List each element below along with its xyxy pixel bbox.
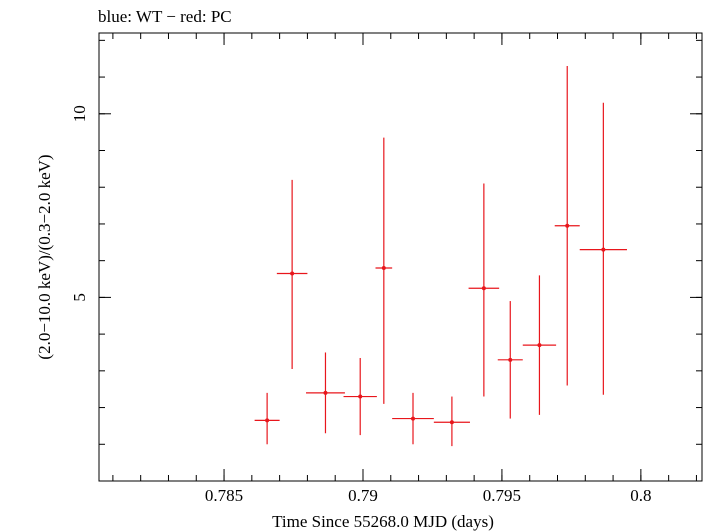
- data-point: [276, 179, 308, 369]
- data-marker: [508, 357, 513, 362]
- data-point: [343, 357, 377, 436]
- data-marker: [381, 266, 386, 271]
- data-marker: [565, 223, 570, 228]
- x-tick-label: 0.795: [483, 486, 521, 505]
- data-marker: [601, 247, 606, 252]
- x-tick-label: 0.785: [205, 486, 243, 505]
- x-tick-label: 0.8: [630, 486, 651, 505]
- data-marker: [481, 286, 486, 291]
- data-marker: [290, 271, 295, 276]
- data-marker: [537, 343, 542, 348]
- plot-frame: [98, 32, 703, 482]
- data-point: [579, 102, 627, 395]
- data-point: [468, 183, 500, 397]
- x-axis-label: Time Since 55268.0 MJD (days): [272, 512, 494, 531]
- y-axis-label: (2.0−10.0 keV)/(0.3−2.0 keV): [35, 154, 54, 359]
- data-marker: [358, 394, 363, 399]
- data-point: [306, 352, 345, 434]
- data-marker: [411, 416, 416, 421]
- x-axis-ticks: 0.785 0.79 0.795 0.8: [112, 33, 697, 505]
- y-tick-label: 10: [70, 105, 89, 122]
- chart-title: blue: WT − red: PC: [98, 7, 232, 26]
- data-marker: [323, 390, 328, 395]
- data-point: [392, 392, 434, 445]
- data-marker: [449, 420, 454, 425]
- x-tick-label: 0.79: [348, 486, 378, 505]
- y-tick-label: 5: [70, 293, 89, 302]
- data-point: [433, 396, 470, 447]
- data-marker: [265, 418, 270, 423]
- data-series: [254, 66, 627, 447]
- y-axis-ticks: 5 10: [70, 39, 702, 445]
- data-point: [497, 301, 523, 419]
- data-point: [522, 275, 557, 415]
- data-point: [375, 137, 393, 404]
- data-point: [254, 392, 280, 445]
- data-point: [554, 66, 580, 386]
